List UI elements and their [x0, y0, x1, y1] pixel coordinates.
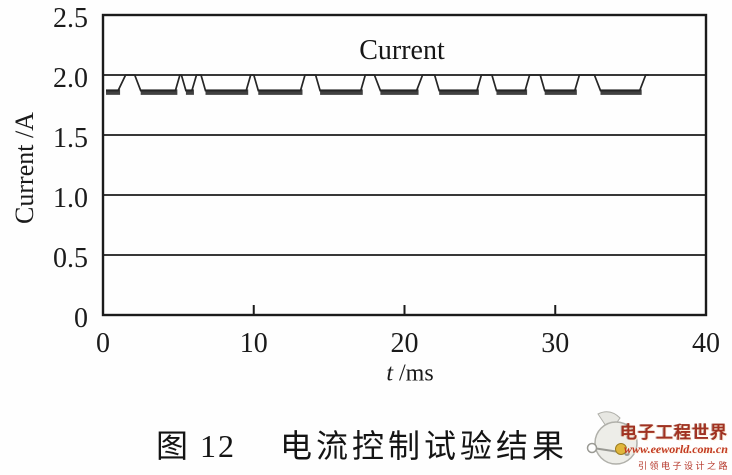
watermark-slogan: 引领电子设计之路 [638, 461, 731, 471]
figure-caption: 图 12 电流控制试验结果 [156, 421, 568, 467]
x-tick-label: 40 [692, 328, 720, 359]
y-tick-label: 2.0 [53, 63, 88, 94]
x-tick-label: 20 [390, 328, 419, 359]
axis-box [101, 13, 708, 317]
x-tick-label: 0 [96, 328, 110, 359]
y-tick-label: 0.5 [53, 243, 88, 274]
watermark: 电子工程世界 www.eeworld.com.cn 引领电子设计之路 [586, 404, 732, 475]
y-tick-label: 2.5 [53, 3, 88, 34]
watermark-url: www.eeworld.com.cn [624, 442, 728, 456]
y-tick-label: 0 [74, 303, 88, 334]
waveform-trace [106, 74, 649, 92]
y-tick-label: 1.5 [53, 123, 88, 154]
series-label-current: Current [359, 35, 445, 66]
y-tick-label: 1.0 [53, 183, 88, 214]
figure-caption-title: 电流控制试验结果 [280, 428, 569, 464]
x-tick-label: 30 [541, 328, 570, 359]
figure-caption-number: 图 12 [156, 428, 237, 464]
x-axis-unit: /ms [392, 360, 434, 387]
watermark-logo-icon [586, 411, 638, 465]
x-axis-variable: t [386, 360, 393, 387]
x-tick-label: 10 [239, 328, 268, 359]
watermark-site-name: 电子工程世界 [620, 423, 728, 442]
x-axis-label: t /ms [386, 361, 433, 388]
